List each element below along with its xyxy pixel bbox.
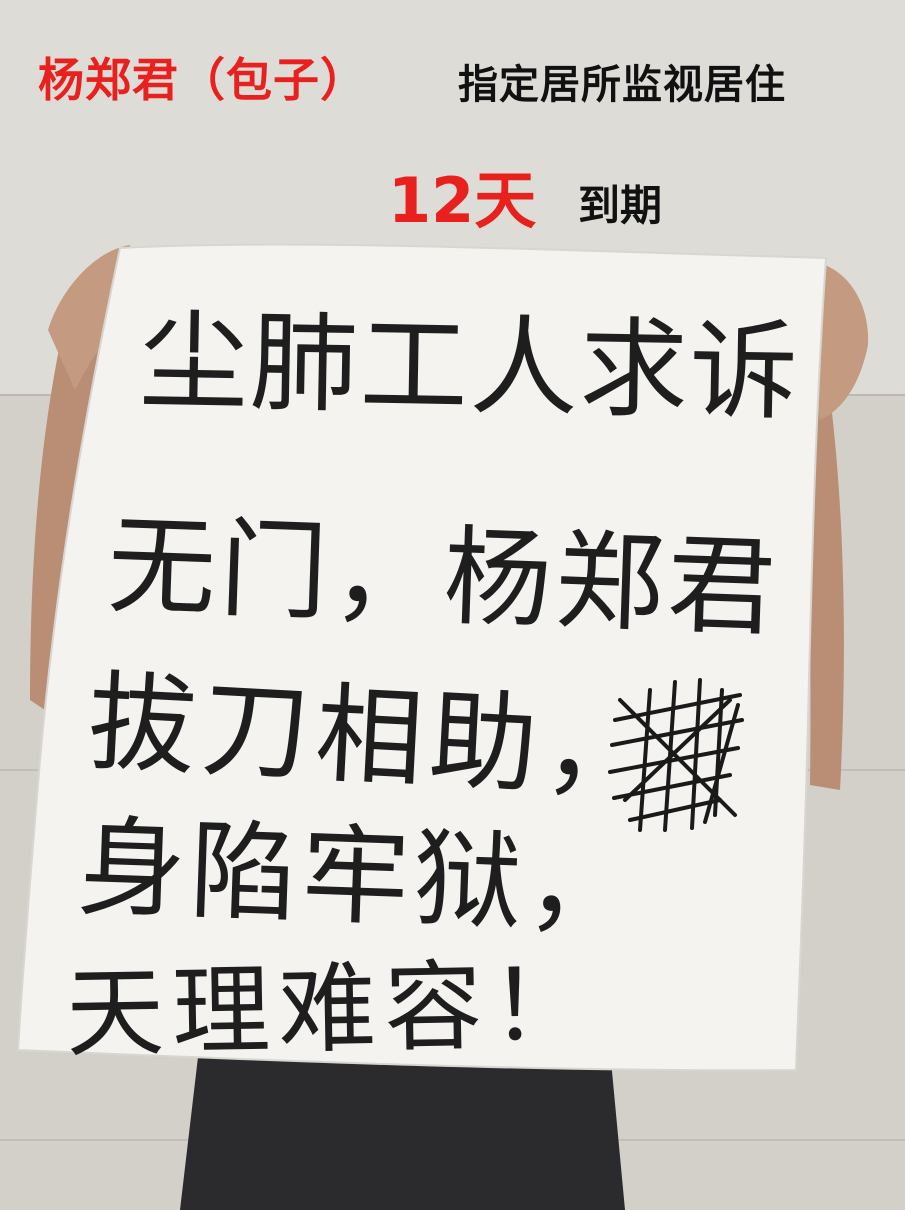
headline-expire: 到期 bbox=[578, 181, 663, 230]
headline-days-count: 12天 bbox=[388, 164, 537, 237]
paper-sign bbox=[16, 243, 828, 1072]
headline-name: 杨郑君（包子） bbox=[38, 53, 367, 107]
person-torso bbox=[180, 1040, 625, 1210]
sign-text-line: 天理难容！ bbox=[65, 948, 598, 1072]
scribbled-out-mark bbox=[608, 678, 744, 832]
person-left-arm bbox=[30, 300, 105, 720]
sign-text-line: 尘肺工人求诉 bbox=[138, 299, 801, 436]
headline-status: 指定居所监视居住 bbox=[458, 62, 786, 108]
sign-text-line: 无门，杨郑君 bbox=[105, 503, 782, 652]
